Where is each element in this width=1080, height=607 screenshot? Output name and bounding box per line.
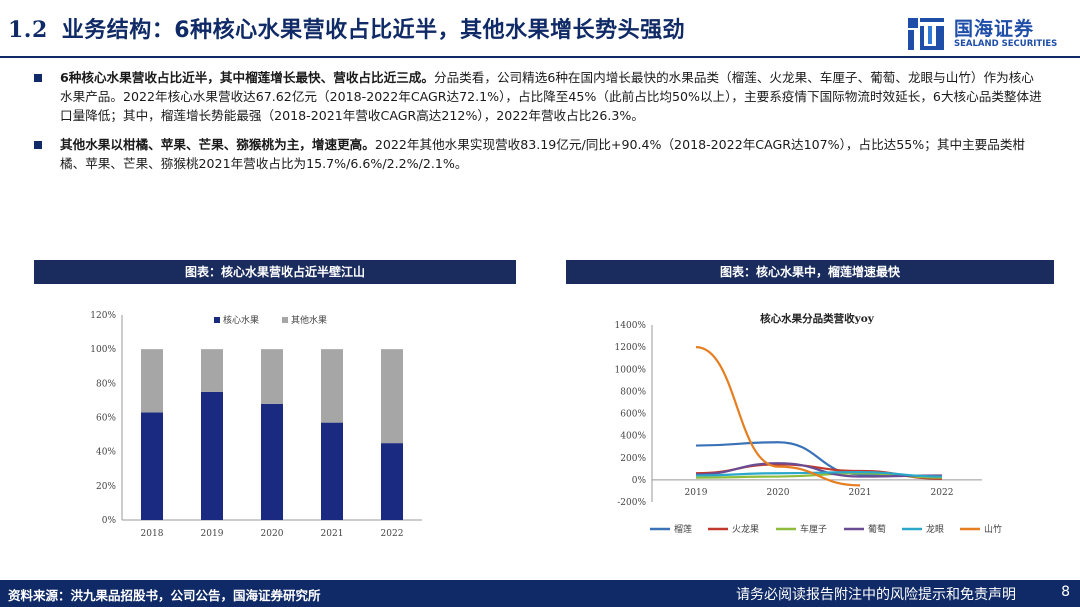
bar-segment: [201, 391, 223, 520]
y-tick-label: 0%: [632, 476, 647, 486]
x-tick-label: 2021: [321, 529, 344, 539]
x-tick-label: 2020: [767, 488, 790, 498]
y-tick-label: 40%: [96, 448, 116, 458]
bar-segment: [321, 349, 343, 423]
bullet-body-text: 分品类看，公司精选6种在国内增长最快的水果品类（榴莲、火龙果、车厘子、葡萄、龙眼…: [60, 70, 1042, 123]
y-tick-label: 80%: [96, 379, 116, 389]
x-tick-label: 2022: [381, 529, 404, 539]
bar-segment: [141, 349, 163, 413]
series-line: [695, 441, 943, 478]
legend-label: 龙眼: [926, 523, 944, 535]
line-chart: 核心水果分品类营收yoy -200% 0% 200% 400% 600% 800% 1000%…: [615, 312, 1002, 535]
x-tick-label: 2019: [201, 529, 224, 539]
y-tick-label: 0%: [102, 516, 117, 526]
section-number: 1.2: [8, 17, 48, 43]
y-tick-label: -200%: [617, 498, 646, 508]
bar-segment: [261, 403, 283, 520]
legend-label: 榴莲: [674, 523, 692, 535]
bullet-square-icon: [34, 141, 42, 149]
y-tick-label: 800%: [620, 387, 646, 397]
y-tick-label: 60%: [96, 414, 116, 424]
logo-en-text: SEALAND SECURITIES: [954, 39, 1058, 49]
bullet-bold-text: 其他水果以柑橘、苹果、芒果、猕猴桃为主，增速更高。: [60, 137, 375, 152]
page-title: 1.2 业务结构：6种核心水果营收占比近半，其他水果增长势头强劲: [8, 12, 685, 44]
chart-title: 核心水果分品类营收yoy: [760, 312, 875, 325]
disclaimer-text: 请务必阅读报告附注中的风险提示和免责声明: [736, 587, 1016, 603]
x-tick-label: 2019: [685, 488, 708, 498]
logo-cn-text: 国海证券: [954, 18, 1035, 40]
right-chart-header: 图表：核心水果中，榴莲增速最快: [566, 260, 1054, 284]
legend-swatch: [214, 317, 220, 323]
legend-label: 车厘子: [800, 523, 827, 535]
y-tick-label: 600%: [620, 410, 646, 420]
bar-segment: [381, 443, 403, 520]
legend-label: 火龙果: [732, 523, 759, 535]
legend-label: 葡萄: [868, 523, 886, 535]
bar-segment: [201, 349, 223, 392]
legend-swatch: [282, 317, 288, 323]
bullet-list: 6种核心水果营收占比近半，其中榴莲增长最快、营收占比近三成。分品类看，公司精选6…: [34, 68, 1044, 183]
bullet-bold-text: 6种核心水果营收占比近半，其中榴莲增长最快、营收占比近三成。: [60, 70, 434, 85]
y-tick-label: 20%: [96, 482, 116, 492]
x-tick-label: 2018: [141, 529, 164, 539]
logo-mark-icon: [908, 18, 944, 50]
footer-bar: 资料来源：洪九果品招股书，公司公告，国海证券研究所 请务必阅读报告附注中的风险提…: [0, 580, 1080, 607]
series-line: [695, 346, 861, 487]
y-tick-label: 1200%: [615, 343, 647, 353]
legend-label: 核心水果: [223, 314, 259, 326]
bar-segment: [261, 349, 283, 404]
x-tick-label: 2020: [261, 529, 284, 539]
left-chart-header: 图表：核心水果营收占近半壁江山: [34, 260, 516, 284]
bullet-item: 6种核心水果营收占比近半，其中榴莲增长最快、营收占比近三成。分品类看，公司精选6…: [34, 68, 1044, 125]
legend-label: 其他水果: [291, 314, 327, 326]
title-divider: [0, 56, 1080, 58]
stacked-bar-chart: 0% 20% 40% 60% 80% 100% 120% 2018 2019 2020 2021 20…: [90, 311, 422, 539]
x-tick-label: 2021: [849, 488, 872, 498]
title-text: 业务结构：6种核心水果营收占比近半，其他水果增长势头强劲: [61, 18, 686, 43]
bullet-item: 其他水果以柑橘、苹果、芒果、猕猴桃为主，增速更高。2022年其他水果实现营收83…: [34, 135, 1044, 173]
series-line: [695, 471, 943, 478]
bar-segment: [381, 349, 403, 444]
y-tick-label: 1400%: [615, 321, 647, 331]
series-line: [695, 462, 943, 478]
y-tick-label: 100%: [90, 345, 116, 355]
y-tick-label: 1000%: [615, 365, 647, 375]
company-logo: 国海证券 SEALAND SECURITIES: [906, 14, 1066, 54]
y-tick-label: 200%: [620, 454, 646, 464]
x-tick-label: 2022: [931, 488, 954, 498]
y-tick-label: 120%: [90, 311, 116, 321]
y-tick-label: 400%: [620, 432, 646, 442]
source-text: 资料来源：洪九果品招股书，公司公告，国海证券研究所: [8, 588, 321, 603]
bar-segment: [321, 422, 343, 520]
bullet-square-icon: [34, 74, 42, 82]
legend-label: 山竹: [984, 523, 1002, 535]
bar-segment: [141, 412, 163, 520]
page-number: 8: [1061, 584, 1070, 600]
bullet-body-text: 2022年其他水果实现营收83.19亿元/同比+90.4%（2018-2022年…: [60, 137, 1026, 171]
